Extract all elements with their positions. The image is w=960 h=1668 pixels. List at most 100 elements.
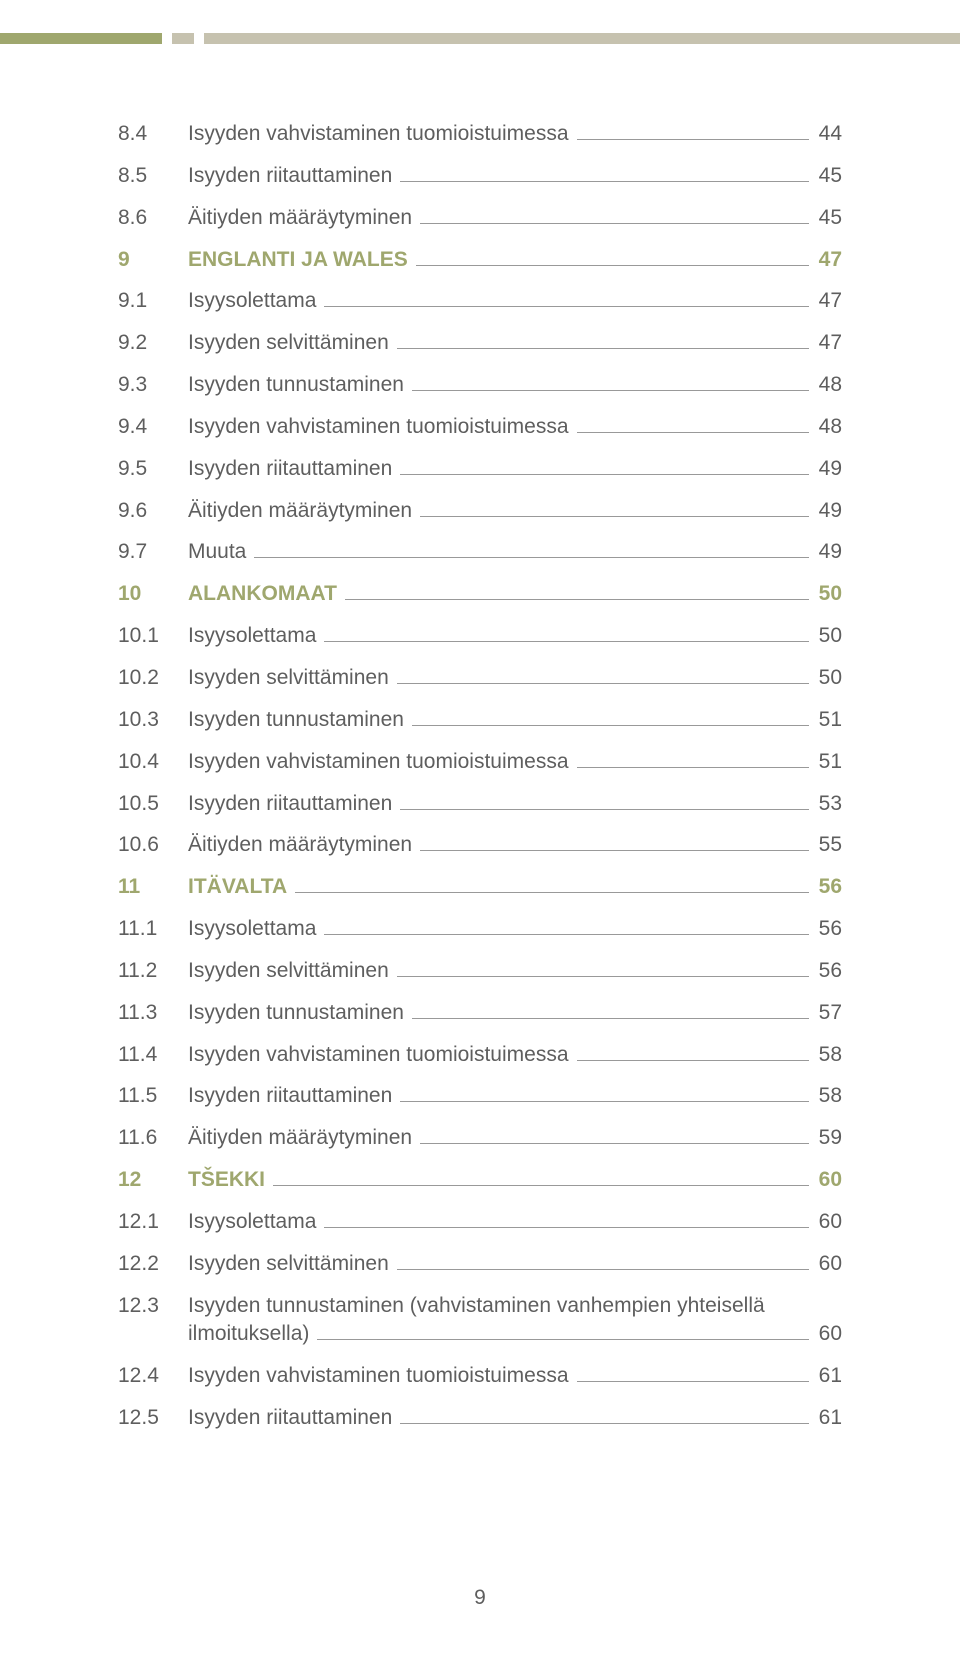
toc-leader	[295, 883, 808, 894]
toc-leader	[324, 1217, 808, 1228]
toc-page: 51	[813, 706, 842, 734]
toc-leader	[400, 464, 808, 475]
page-number: 9	[0, 1586, 960, 1610]
toc-leader	[397, 673, 809, 684]
toc-row: 9.4Isyyden vahvistaminen tuomioistuimess…	[118, 413, 842, 441]
toc-page: 60	[813, 1250, 842, 1278]
toc-page: 57	[813, 999, 842, 1027]
toc-label: Isyysolettama	[188, 622, 320, 650]
toc-number: 11	[118, 873, 188, 901]
toc-number: 12	[118, 1166, 188, 1194]
toc-label: ALANKOMAAT	[188, 580, 341, 608]
toc-number: 8.5	[118, 162, 188, 190]
toc-number: 11.1	[118, 915, 188, 943]
toc-label: Isyysolettama	[188, 287, 320, 315]
toc-label: Isyysolettama	[188, 1208, 320, 1236]
toc-label: Isyyden riitauttaminen	[188, 790, 396, 818]
toc-leader	[273, 1176, 809, 1187]
toc-label: Isyyden vahvistaminen tuomioistuimessa	[188, 413, 573, 441]
toc-label-line1: Isyyden tunnustaminen (vahvistaminen van…	[188, 1292, 842, 1320]
toc-page: 56	[813, 957, 842, 985]
toc-leader	[400, 1092, 808, 1103]
toc-number: 11.3	[118, 999, 188, 1027]
toc-number: 9.5	[118, 455, 188, 483]
toc-number: 10	[118, 580, 188, 608]
toc-page: 59	[813, 1124, 842, 1152]
toc-label: Isyyden vahvistaminen tuomioistuimessa	[188, 1041, 573, 1069]
toc-leader	[577, 1371, 809, 1382]
toc-label-wrap: Isyyden tunnustaminen (vahvistaminen van…	[188, 1292, 842, 1349]
toc-label-line2: ilmoituksella)	[188, 1320, 313, 1348]
toc-row: 12.5Isyyden riitauttaminen 61	[118, 1404, 842, 1432]
toc-number: 11.6	[118, 1124, 188, 1152]
toc-leader	[400, 1413, 808, 1424]
toc-heading-row: 10ALANKOMAAT50	[118, 580, 842, 608]
toc-label: Isyyden tunnustaminen	[188, 371, 408, 399]
toc-row: 12.3Isyyden tunnustaminen (vahvistaminen…	[118, 1292, 842, 1349]
toc-leader	[416, 255, 809, 266]
toc-label: Isyyden selvittäminen	[188, 329, 393, 357]
toc-label: Isyyden riitauttaminen	[188, 162, 396, 190]
toc-label: Isyyden riitauttaminen	[188, 455, 396, 483]
toc-row: 9.7Muuta49	[118, 538, 842, 566]
toc-page: 61	[813, 1362, 842, 1390]
toc-label: Äitiyden määräytyminen	[188, 204, 416, 232]
toc-leader	[420, 506, 809, 517]
toc-number: 9.7	[118, 538, 188, 566]
toc-number: 10.6	[118, 831, 188, 859]
toc-number: 11.5	[118, 1082, 188, 1110]
toc-heading-row: 9ENGLANTI JA WALES47	[118, 246, 842, 274]
toc-row: 11.6Äitiyden määräytyminen59	[118, 1124, 842, 1152]
toc-row: 8.4Isyyden vahvistaminen tuomioistuimess…	[118, 120, 842, 148]
toc-leader	[254, 548, 808, 559]
toc-leader	[397, 1259, 809, 1270]
toc-leader	[577, 757, 809, 768]
toc-leader	[577, 422, 809, 433]
toc-page: 48	[813, 413, 842, 441]
toc-page: 61	[813, 1404, 842, 1432]
toc-page: 50	[813, 664, 842, 692]
toc-row: 10.3Isyyden tunnustaminen51	[118, 706, 842, 734]
toc-label: Isyyden riitauttaminen	[188, 1404, 396, 1432]
toc-number: 9.2	[118, 329, 188, 357]
toc-page: 60	[813, 1320, 842, 1348]
toc-row: 12.2Isyyden selvittäminen60	[118, 1250, 842, 1278]
toc-page: 53	[813, 790, 842, 818]
toc-leader	[412, 381, 809, 392]
toc-row: 12.1Isyysolettama60	[118, 1208, 842, 1236]
toc-row: 8.5Isyyden riitauttaminen45	[118, 162, 842, 190]
toc-leader	[420, 1134, 809, 1145]
toc-label: Äitiyden määräytyminen	[188, 831, 416, 859]
toc-leader	[420, 841, 809, 852]
header-segment	[0, 33, 162, 44]
toc-heading-row: 12TŠEKKI60	[118, 1166, 842, 1194]
toc-number: 10.3	[118, 706, 188, 734]
toc-number: 8.6	[118, 204, 188, 232]
toc-number: 9.1	[118, 287, 188, 315]
toc-page: 58	[813, 1082, 842, 1110]
toc-page: 47	[813, 287, 842, 315]
header-segment	[172, 33, 194, 44]
toc-number: 12.5	[118, 1404, 188, 1432]
toc-number: 9.4	[118, 413, 188, 441]
toc-row: 8.6Äitiyden määräytyminen45	[118, 204, 842, 232]
toc-leader	[400, 171, 808, 182]
toc-row: 11.4Isyyden vahvistaminen tuomioistuimes…	[118, 1041, 842, 1069]
toc-page: 48	[813, 371, 842, 399]
toc-number: 12.2	[118, 1250, 188, 1278]
toc-number: 12.1	[118, 1208, 188, 1236]
toc-number: 10.4	[118, 748, 188, 776]
toc-label: Isyysolettama	[188, 915, 320, 943]
header-segment	[194, 33, 204, 44]
toc-label: Isyyden vahvistaminen tuomioistuimessa	[188, 120, 573, 148]
toc-page: 49	[813, 497, 842, 525]
toc-number: 10.2	[118, 664, 188, 692]
toc-row: 10.2Isyyden selvittäminen50	[118, 664, 842, 692]
toc-label: TŠEKKI	[188, 1166, 269, 1194]
toc-row: 9.1Isyysolettama 47	[118, 287, 842, 315]
toc-page: 49	[813, 538, 842, 566]
toc-leader	[577, 130, 809, 141]
toc-row: 10.5Isyyden riitauttaminen53	[118, 790, 842, 818]
toc-label: ITÄVALTA	[188, 873, 291, 901]
toc-row: 10.6Äitiyden määräytyminen55	[118, 831, 842, 859]
